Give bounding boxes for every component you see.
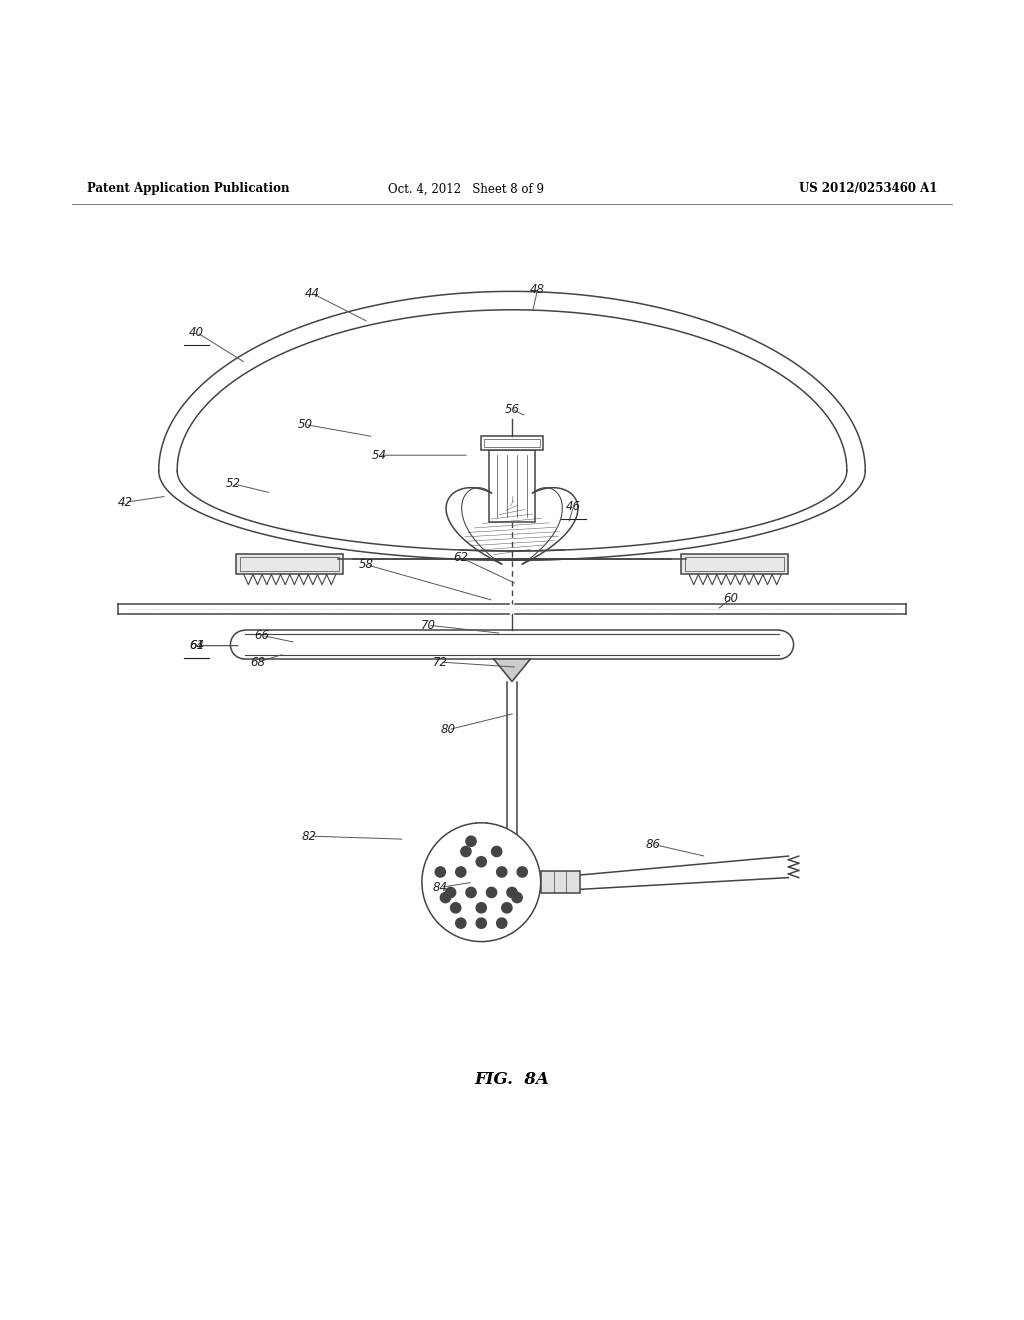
Text: 50: 50 [298,418,312,430]
Text: 86: 86 [646,838,660,851]
Circle shape [456,867,466,876]
Circle shape [507,887,517,898]
Text: 58: 58 [359,558,374,572]
Text: 64: 64 [189,639,204,652]
Text: US 2012/0253460 A1: US 2012/0253460 A1 [799,182,937,195]
Circle shape [486,887,497,898]
Text: 82: 82 [302,830,316,842]
Text: 61: 61 [189,639,204,652]
Circle shape [466,887,476,898]
Text: 42: 42 [118,496,132,508]
Text: 56: 56 [505,403,519,416]
Text: 40: 40 [189,326,204,339]
Text: 72: 72 [433,656,447,668]
FancyBboxPatch shape [481,436,543,450]
Text: 84: 84 [433,880,447,894]
Text: 70: 70 [421,619,435,632]
Circle shape [476,917,486,928]
Circle shape [476,903,486,913]
Circle shape [512,892,522,903]
Text: 46: 46 [566,500,581,513]
Text: 68: 68 [251,656,265,668]
Text: FIG.  8A: FIG. 8A [474,1072,550,1088]
FancyBboxPatch shape [541,871,580,894]
Circle shape [451,903,461,913]
Text: 44: 44 [305,286,319,300]
Polygon shape [494,659,530,681]
Circle shape [497,867,507,876]
Circle shape [497,917,507,928]
Circle shape [422,822,541,941]
Circle shape [492,846,502,857]
Circle shape [466,836,476,846]
Circle shape [456,917,466,928]
Text: 48: 48 [530,282,545,296]
Text: 80: 80 [441,723,456,737]
Text: 54: 54 [372,449,386,462]
Circle shape [517,867,527,876]
Text: Oct. 4, 2012   Sheet 8 of 9: Oct. 4, 2012 Sheet 8 of 9 [388,182,544,195]
FancyBboxPatch shape [236,554,343,574]
FancyBboxPatch shape [489,450,535,521]
Text: 60: 60 [724,593,738,605]
Circle shape [461,846,471,857]
FancyBboxPatch shape [681,554,788,574]
Text: 66: 66 [255,628,269,642]
Circle shape [502,903,512,913]
Text: Patent Application Publication: Patent Application Publication [87,182,290,195]
Text: 62: 62 [454,552,468,564]
Text: 52: 52 [226,478,241,490]
Circle shape [476,857,486,867]
Circle shape [440,892,451,903]
Circle shape [445,887,456,898]
Circle shape [435,867,445,876]
